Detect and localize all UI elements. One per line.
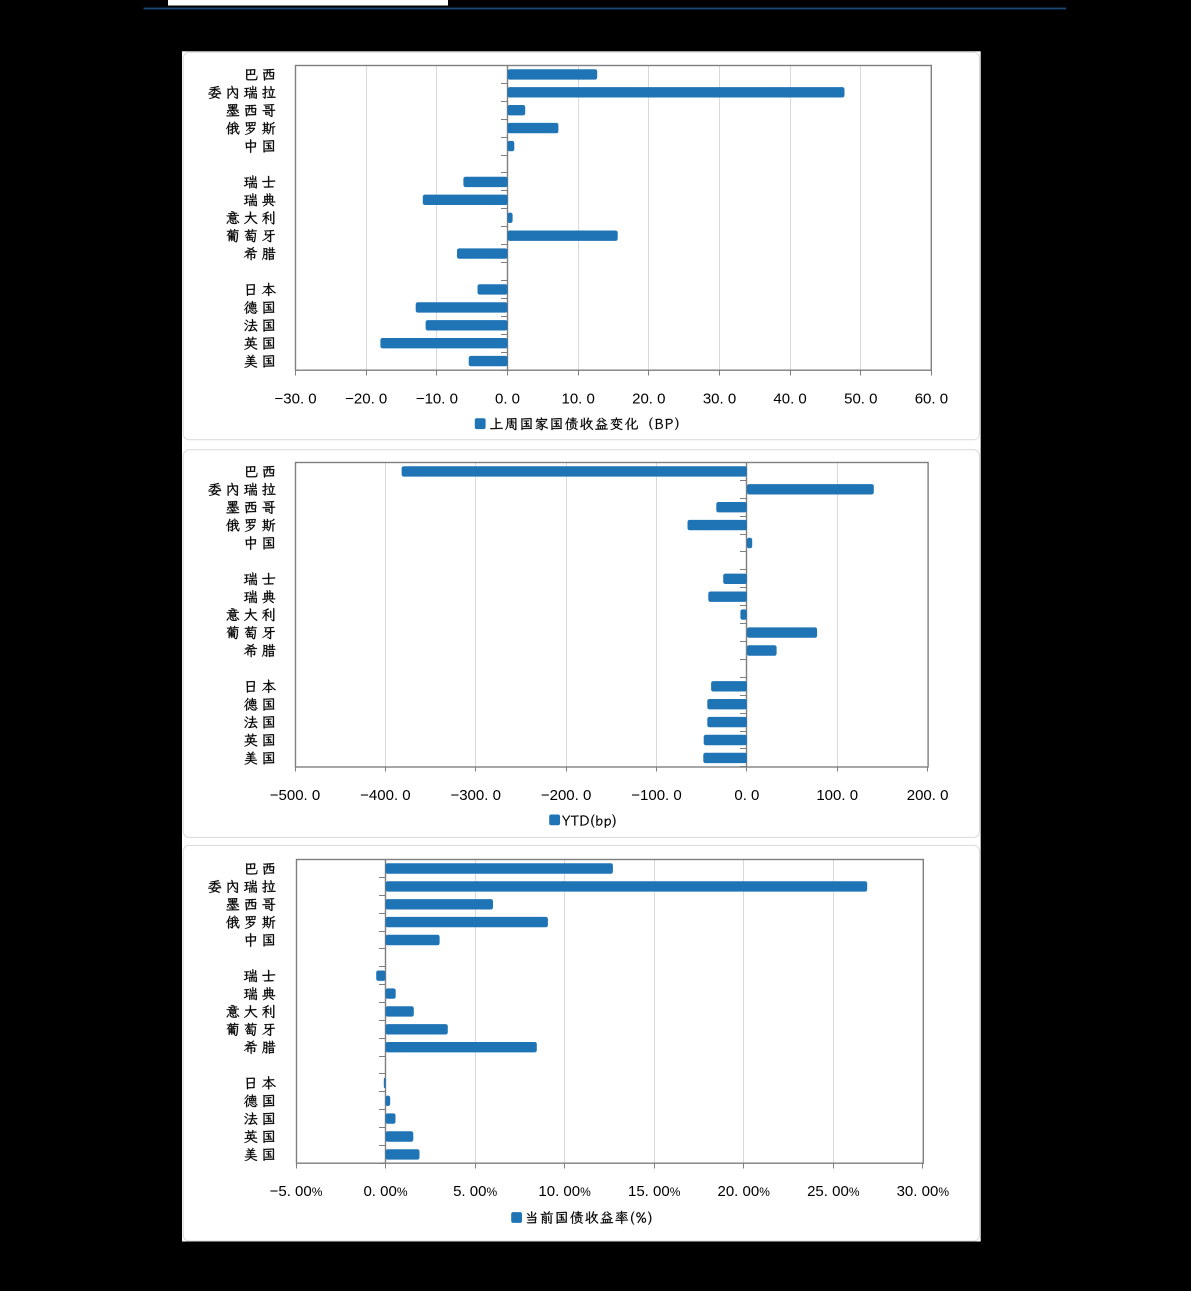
svg-text:15. 00%: 15. 00% (628, 1183, 681, 1200)
svg-text:20. 00%: 20. 00% (718, 1183, 771, 1200)
svg-text:20. 0: 20. 0 (632, 390, 665, 407)
svg-text:−30. 0: −30. 0 (275, 390, 317, 407)
svg-text:0. 0: 0. 0 (495, 390, 520, 407)
svg-text:100. 0: 100. 0 (816, 787, 858, 804)
svg-text:200. 0: 200. 0 (907, 787, 949, 804)
svg-text:−200. 0: −200. 0 (541, 787, 591, 804)
svg-text:−10. 0: −10. 0 (416, 390, 458, 407)
svg-text:0. 0: 0. 0 (734, 787, 759, 804)
svg-text:5. 00%: 5. 00% (453, 1183, 497, 1200)
svg-text:25. 00%: 25. 00% (807, 1183, 860, 1200)
svg-text:−400. 0: −400. 0 (360, 787, 410, 804)
svg-text:−500. 0: −500. 0 (270, 787, 320, 804)
svg-text:30. 00%: 30. 00% (897, 1183, 950, 1200)
svg-text:10. 0: 10. 0 (562, 390, 595, 407)
svg-text:60. 0: 60. 0 (915, 390, 948, 407)
svg-text:40. 0: 40. 0 (773, 390, 806, 407)
svg-text:−100. 0: −100. 0 (631, 787, 681, 804)
svg-text:50. 0: 50. 0 (844, 390, 877, 407)
svg-text:−5. 00%: −5. 00% (270, 1183, 323, 1200)
svg-text:0. 00%: 0. 00% (363, 1183, 407, 1200)
svg-text:−300. 0: −300. 0 (450, 787, 500, 804)
svg-text:−20. 0: −20. 0 (345, 390, 387, 407)
svg-text:30. 0: 30. 0 (703, 390, 736, 407)
svg-text:10. 00%: 10. 00% (538, 1183, 591, 1200)
